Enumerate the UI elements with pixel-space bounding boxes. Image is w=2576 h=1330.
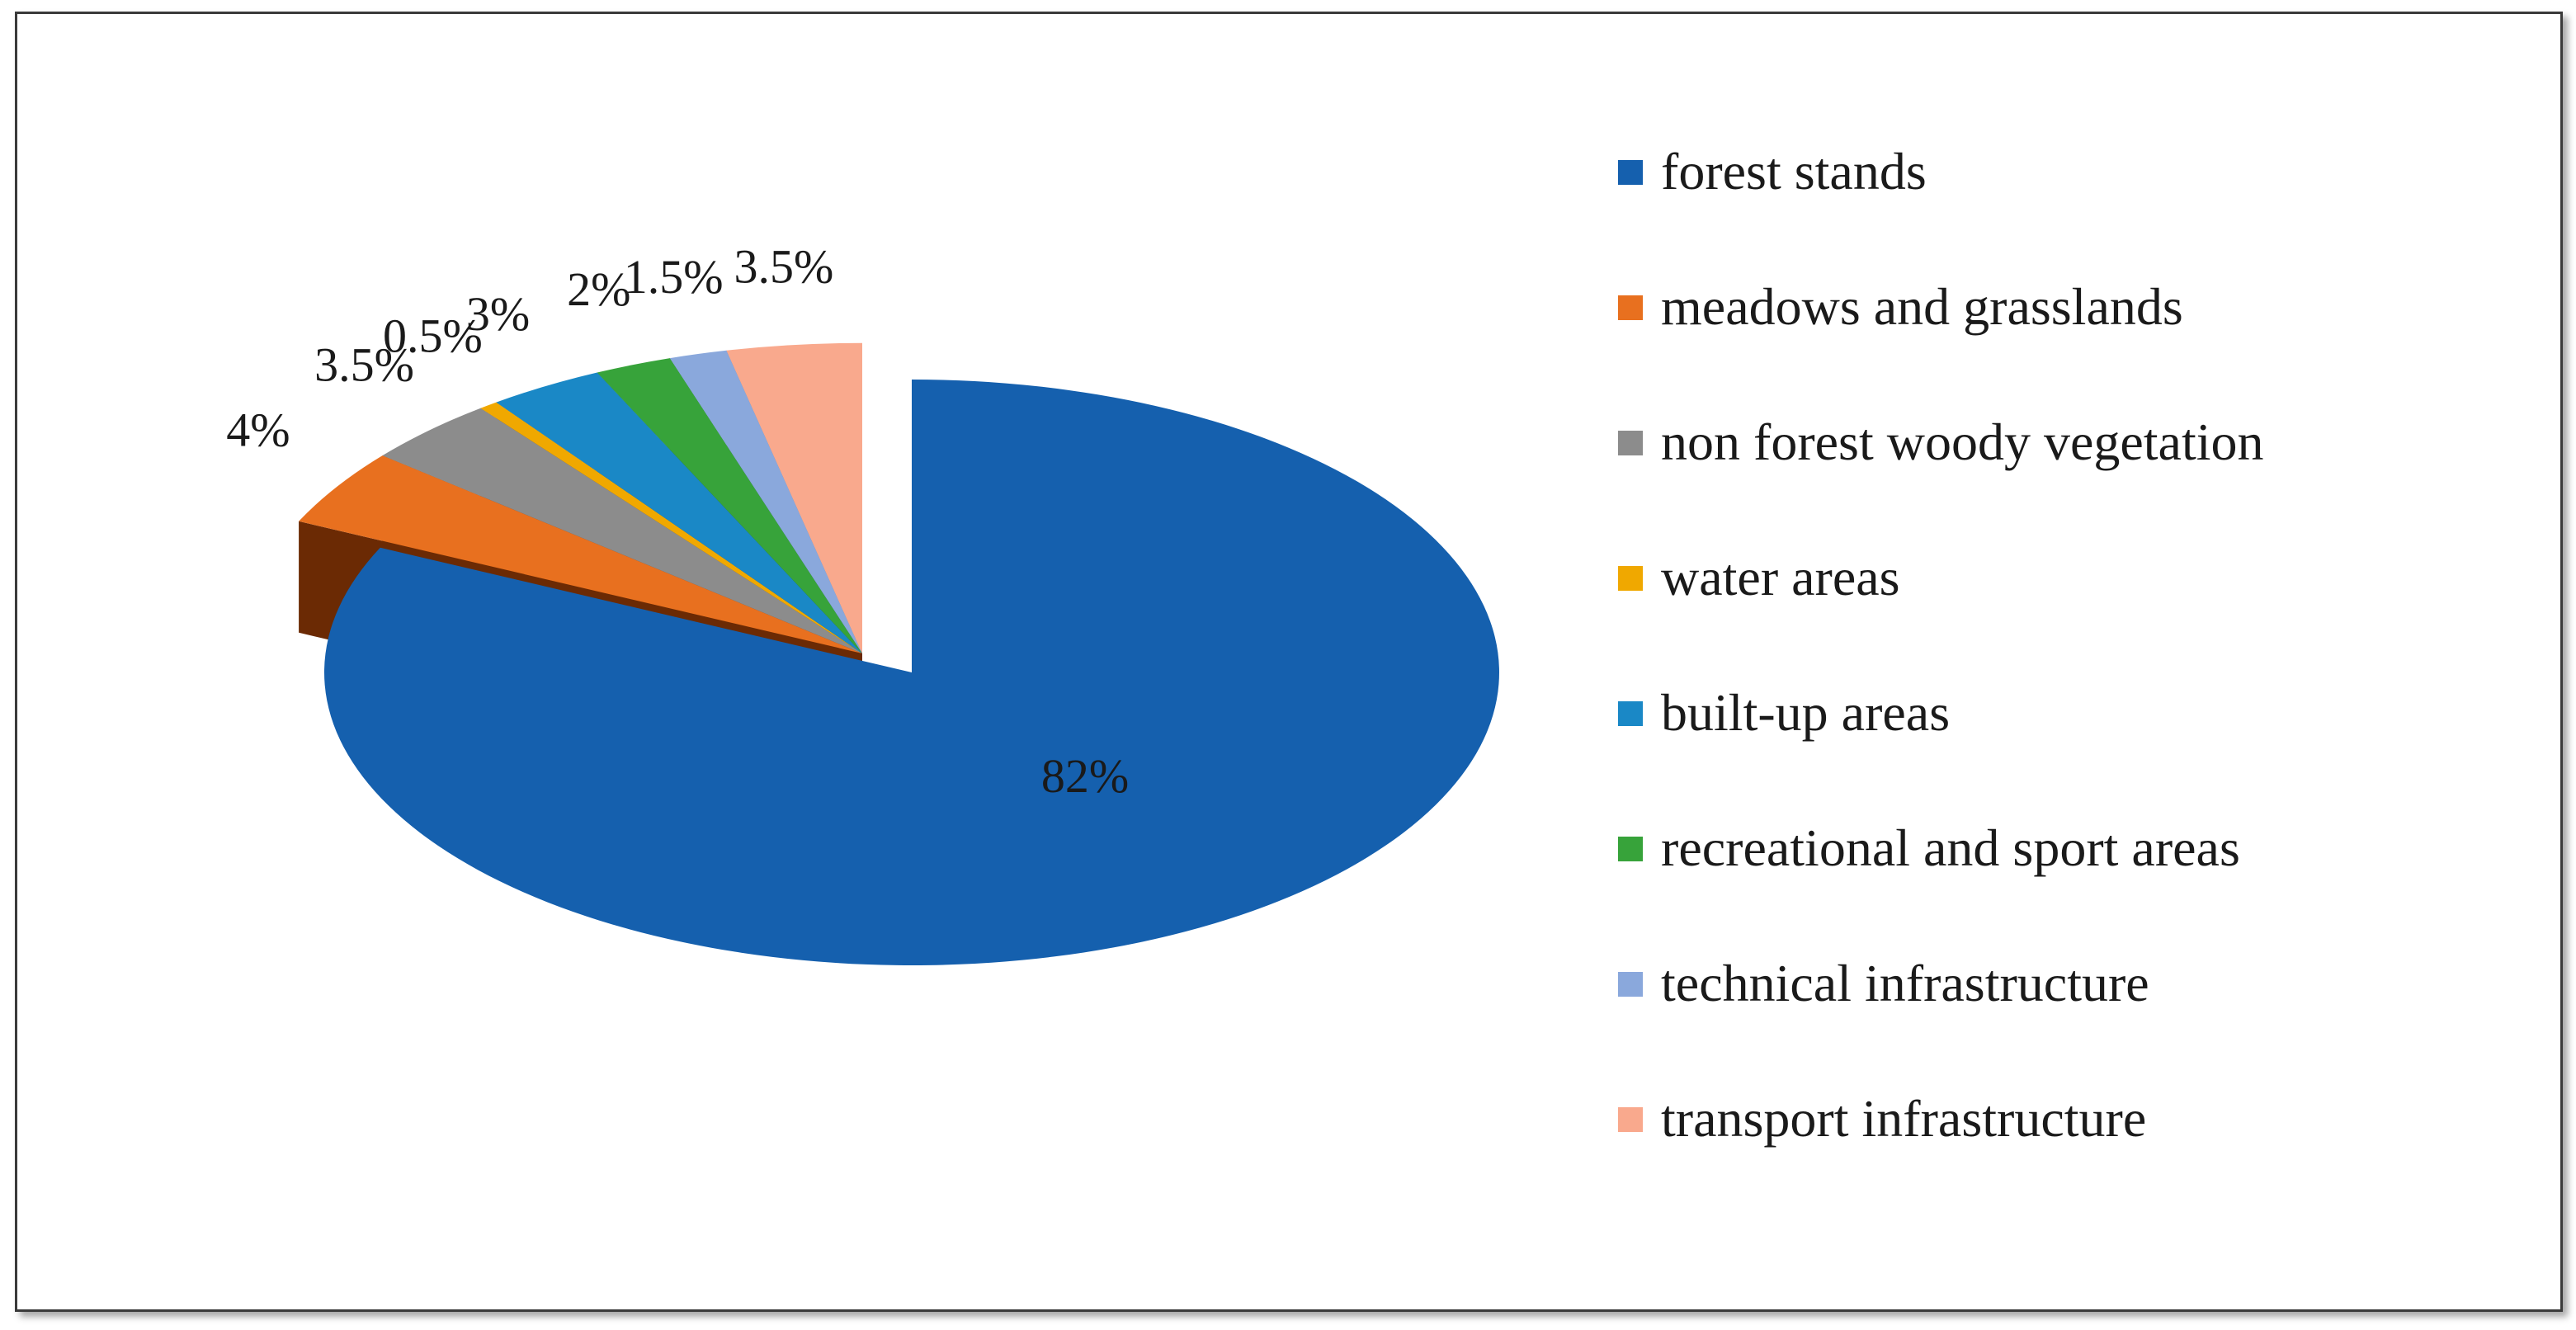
legend-item-forest-stands: forest stands: [1618, 142, 1927, 200]
legend: forest stands meadows and grasslands non f…: [1618, 142, 2264, 1148]
data-label-forest-stands: 82%: [1041, 749, 1129, 803]
data-label-water-areas: 0.5%: [383, 309, 483, 362]
legend-label-recreational-and-sport-areas: recreational and sport areas: [1661, 818, 2240, 877]
data-label-built-up-areas: 3%: [466, 287, 530, 341]
legend-swatch-meadows-and-grasslands: [1618, 295, 1643, 320]
pie-data-labels: 82%4%3.5%0.5%3% 2%1.5% 3.5%: [226, 239, 1129, 803]
legend-label-forest-stands: forest stands: [1661, 142, 1927, 200]
slice-built-up-areas: [496, 372, 862, 653]
legend-label-built-up-areas: built-up areas: [1661, 683, 1950, 742]
data-label-transport-infrastructure: 3.5%: [734, 239, 833, 293]
slice-meadows-and-grasslands: [299, 455, 863, 653]
data-label-technical-infrastructure: 1.5%: [624, 250, 724, 304]
legend-label-water-areas: water areas: [1661, 548, 1900, 606]
slice-non-forest-woody-vegetation: [382, 408, 862, 653]
legend-item-meadows-and-grasslands: meadows and grasslands: [1618, 277, 2183, 336]
legend-swatch-technical-infrastructure: [1618, 972, 1643, 997]
legend-item-recreational-and-sport-areas: recreational and sport areas: [1618, 818, 2240, 877]
legend-swatch-transport-infrastructure: [1618, 1107, 1643, 1132]
data-label-recreational-and-sport-areas: 2%: [567, 262, 630, 316]
legend-item-built-up-areas: built-up areas: [1618, 683, 1950, 742]
legend-label-transport-infrastructure: transport infrastructure: [1661, 1089, 2146, 1148]
legend-swatch-built-up-areas: [1618, 701, 1643, 726]
legend-swatch-recreational-and-sport-areas: [1618, 837, 1643, 861]
legend-label-meadows-and-grasslands: meadows and grasslands: [1661, 277, 2183, 336]
legend-swatch-water-areas: [1618, 566, 1643, 591]
legend-label-non-forest-woody-vegetation: non forest woody vegetation: [1661, 413, 2264, 471]
slice-recreational-and-sport-areas: [597, 358, 862, 653]
slice-transport-infrastructure: [726, 342, 862, 653]
legend-item-water-areas: water areas: [1618, 548, 1900, 606]
legend-label-technical-infrastructure: technical infrastructure: [1661, 954, 2149, 1012]
pie-chart: 82%4%3.5%0.5%3% 2%1.5% 3.5% forest standsm…: [226, 142, 2264, 1148]
legend-swatch-forest-stands: [1618, 160, 1643, 185]
legend-item-technical-infrastructure: technical infrastructure: [1618, 954, 2149, 1012]
chart-frame: 82% 4% 3.5% 0.5% 3% 2% 1.5% 3.5% forest stands m…: [15, 12, 2563, 1312]
legend-item-transport-infrastructure: transport infrastructure: [1618, 1089, 2146, 1148]
pie-slices: [299, 342, 1499, 965]
slice-water-areas: [480, 402, 862, 653]
slice-forest-stands: [323, 380, 1499, 965]
slice-technical-infrastructure: [669, 350, 862, 653]
data-label-meadows-and-grasslands: 4%: [226, 403, 290, 456]
legend-swatch-non-forest-woody-vegetation: [1618, 431, 1643, 455]
data-label-non-forest-woody-vegetation: 3.5%: [314, 338, 414, 392]
legend-item-non-forest-woody-vegetation: non forest woody vegetation: [1618, 413, 2264, 471]
